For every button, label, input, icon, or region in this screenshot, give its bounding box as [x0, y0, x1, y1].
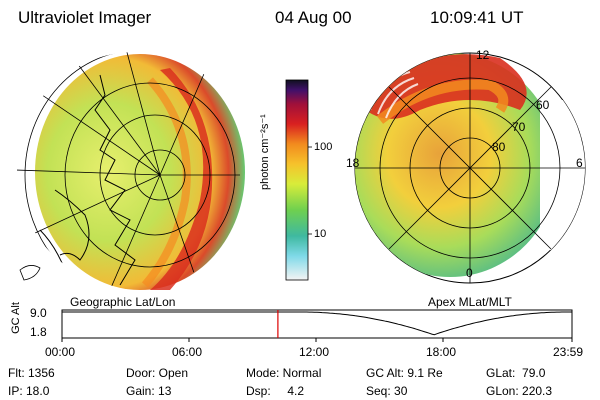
altitude-plot-frame [61, 309, 573, 339]
mlt-label-18: 18 [346, 156, 360, 170]
info-gcalt: GC Alt: 9.1 Re [366, 366, 443, 380]
colorbar-unit-label: photon cm⁻²s⁻¹ [258, 114, 271, 190]
xtick-1200: 12:00 [299, 345, 330, 359]
geographic-image [17, 52, 253, 290]
info-mode: Mode: Normal [246, 366, 322, 380]
xtick-0600: 06:00 [172, 345, 203, 359]
apex-polar-plot [354, 52, 586, 284]
colorbar-unit-text: photon cm⁻²s⁻¹ [259, 114, 271, 190]
info-ip: IP: 18.0 [8, 384, 50, 398]
mlt-label-6: 6 [576, 156, 583, 170]
altitude-curve [62, 311, 572, 336]
info-glat: GLat: 79.0 [486, 366, 546, 380]
colorbar-tick-100: 100 [314, 141, 333, 153]
info-seq: Seq: 30 [366, 384, 408, 398]
info-glon: GLon: 220.3 [486, 384, 553, 398]
mlat-label-80: 80 [492, 140, 506, 154]
colorbar-tick-10: 10 [314, 228, 327, 240]
apex-caption: Apex MLat/MLT [428, 295, 512, 309]
colorbar [285, 79, 309, 281]
altitude-ytick-max: 9.0 [30, 306, 47, 320]
image-panels [17, 52, 586, 290]
altitude-ylabel: GC Alt [10, 302, 22, 334]
xtick-1800: 18:00 [426, 345, 457, 359]
mlat-label-60: 60 [536, 98, 550, 112]
info-dsp: Dsp: 4.2 [246, 384, 305, 398]
altitude-ytick-min: 1.8 [30, 325, 47, 339]
mlt-label-12: 12 [476, 48, 490, 62]
time-label: 10:09:41 UT [430, 8, 524, 27]
instrument-title: Ultraviolet Imager [18, 8, 152, 27]
info-gain: Gain: 13 [126, 384, 172, 398]
mlat-label-70: 70 [512, 120, 526, 134]
mlt-label-0: 0 [466, 266, 473, 280]
info-flt: Flt: 1356 [8, 366, 55, 380]
geographic-caption: Geographic Lat/Lon [70, 295, 176, 309]
xtick-0000: 00:00 [45, 345, 76, 359]
altitude-plot [61, 309, 573, 342]
date-label: 04 Aug 00 [275, 8, 352, 27]
info-door: Door: Open [126, 366, 189, 380]
xtick-2359: 23:59 [553, 345, 584, 359]
